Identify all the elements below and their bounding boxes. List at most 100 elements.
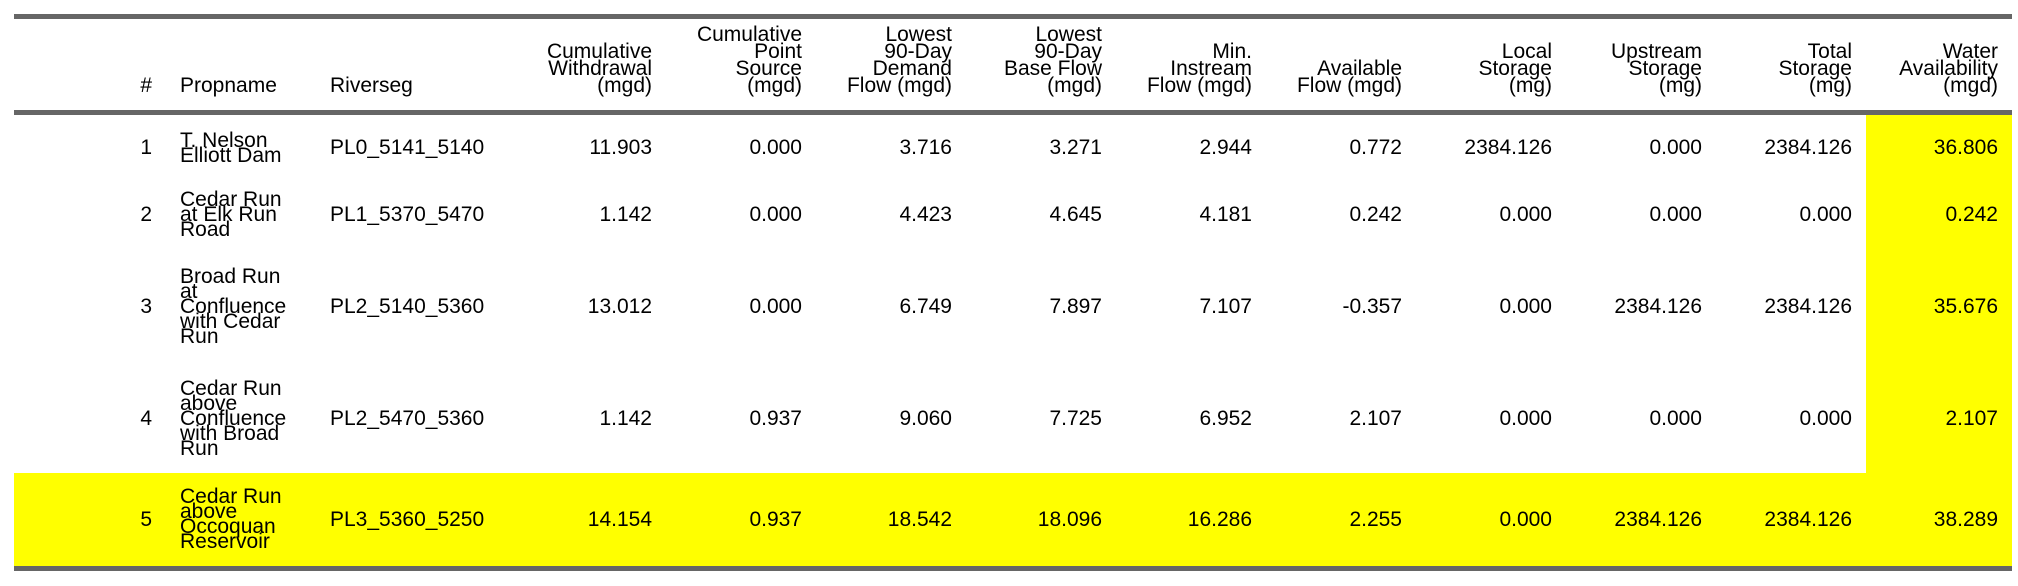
cum-point-source-cell: 0.000 <box>749 136 802 160</box>
water-availability-cell: 38.289 <box>1866 472 2012 571</box>
cum-withdrawal-cell: 11.903 <box>589 136 652 160</box>
propname-line: Occoquan <box>180 515 276 539</box>
lowest-demand-cell: 18.542 <box>816 472 966 571</box>
upstream-storage-cell: 2384.126 <box>1566 472 1716 571</box>
total-storage-cell: 0.000 <box>1799 203 1852 226</box>
table-row: 3 Broad Run at Confluence with Cedar Run PL2_5… <box>14 248 2012 365</box>
propname-line: Run <box>180 325 219 348</box>
column-header-line: (mgd) <box>1047 74 1102 97</box>
column-header-line: Storage <box>1778 57 1852 80</box>
column-header-line: Withdrawal <box>548 57 652 80</box>
column-header-propname: Propname <box>166 14 316 115</box>
cum-point-source-cell: 0.000 <box>749 295 802 318</box>
total-storage-cell: 2384.126 <box>1764 136 1852 160</box>
column-header-line: Water <box>1942 40 1998 63</box>
min-instream-cell: 6.952 <box>1199 407 1252 430</box>
row-number: 4 <box>140 407 152 430</box>
available-flow-cell: 0.242 <box>1349 203 1402 226</box>
lowest-demand-cell: 4.423 <box>899 203 952 226</box>
column-header-line: Instream <box>1170 57 1252 80</box>
cum-point-source-cell: 0.937 <box>666 472 816 571</box>
upstream-storage-cell: 2384.126 <box>1614 295 1702 318</box>
column-header-line: 90-Day <box>1034 40 1102 63</box>
lowest-base-cell: 4.645 <box>1049 203 1102 226</box>
column-header-line: Lowest <box>1035 23 1102 46</box>
column-header-line: Flow (mgd) <box>846 74 952 97</box>
total-storage-cell: 2384.126 <box>1716 472 1866 571</box>
riverseg-cell: PL2_5140_5360 <box>330 295 485 318</box>
column-header-local-storage: Local Storage (mg) <box>1416 14 1566 115</box>
lowest-base-cell: 18.096 <box>966 472 1116 571</box>
column-header-line: Local <box>1501 40 1552 63</box>
column-header-line: Base Flow <box>1003 57 1102 80</box>
min-instream-cell: 7.107 <box>1199 295 1252 318</box>
column-header-line: (mgd) <box>747 74 802 97</box>
propname-line: Cedar Run <box>180 188 282 211</box>
water-availability-cell: 36.806 <box>1866 112 2012 181</box>
header-row: # Propname Riverseg Cumulative Withdrawal (mg… <box>14 14 2012 115</box>
column-header-lowest-base: Lowest 90-Day Base Flow (mgd) <box>966 14 1116 115</box>
lowest-base-cell: 7.897 <box>1049 295 1102 318</box>
column-header-line: Total <box>1807 40 1852 63</box>
total-storage-cell: 0.000 <box>1799 407 1852 430</box>
column-header-line: Flow (mgd) <box>1146 74 1252 97</box>
water-availability-cell: 0.242 <box>1866 180 2012 249</box>
column-header-line: (mgd) <box>1943 74 1998 97</box>
column-header-upstream-storage: Upstream Storage (mg) <box>1566 14 1716 115</box>
table-row: 2 Cedar Run at Elk Run Road PL1_5370_5470 1.1… <box>14 180 2012 249</box>
column-header-line: (mg) <box>1658 74 1702 97</box>
min-instream-cell: 16.286 <box>1116 472 1266 571</box>
cum-point-source-cell: 0.937 <box>749 407 802 430</box>
column-header-min-instream: Min. Instream Flow (mgd) <box>1116 14 1266 115</box>
propname-line: Confluence <box>180 295 287 318</box>
propname-line: above <box>180 500 238 524</box>
column-header-line: Riverseg <box>330 74 413 97</box>
available-flow-cell: 0.772 <box>1349 136 1402 160</box>
cum-point-source-cell: 0.000 <box>749 203 802 226</box>
lowest-demand-cell: 6.749 <box>899 295 952 318</box>
riverseg-cell: PL0_5141_5140 <box>330 136 485 160</box>
column-header-line: Availability <box>1899 57 1998 80</box>
column-header-line: Lowest <box>885 23 952 46</box>
column-header-line: Flow (mgd) <box>1296 74 1402 97</box>
available-flow-cell: -0.357 <box>1342 295 1402 318</box>
table-row: 1 T. Nelson Elliott Dam PL0_5141_5140 11.903… <box>14 112 2012 181</box>
water-availability-cell: 35.676 <box>1866 248 2012 365</box>
propname-line: T. Nelson <box>180 128 268 152</box>
column-header-cum-point-source: Cumulative Point Source (mgd) <box>666 14 816 115</box>
cum-withdrawal-cell: 13.012 <box>587 295 652 318</box>
table-row: 5 Cedar Run above Occoquan Reservoir PL3_5360… <box>14 472 2012 571</box>
column-header-line: (mgd) <box>597 74 652 97</box>
column-header-line: Demand <box>872 57 952 80</box>
propname-line: Elliott Dam <box>180 143 282 167</box>
column-header-line: Storage <box>1478 57 1552 80</box>
column-header-line: Upstream <box>1610 40 1702 63</box>
local-storage-cell: 2384.126 <box>1464 136 1552 160</box>
column-header-line: Propname <box>180 74 277 97</box>
local-storage-cell: 0.000 <box>1499 203 1552 226</box>
min-instream-cell: 4.181 <box>1199 203 1252 226</box>
propname-cell: Cedar Run above Confluence with Broad Run <box>166 365 316 473</box>
column-header-available-flow: Available Flow (mgd) <box>1266 14 1416 115</box>
water-availability-table: # Propname Riverseg Cumulative Withdrawal (mg… <box>14 14 2012 571</box>
local-storage-cell: 0.000 <box>1499 407 1552 430</box>
table-header: # Propname Riverseg Cumulative Withdrawal (mg… <box>14 14 2012 115</box>
table-row: 4 Cedar Run above Confluence with Broad Run PL… <box>14 364 2012 473</box>
column-header-riverseg: Riverseg <box>316 14 516 115</box>
propname-line: Cedar Run <box>180 377 282 400</box>
propname-line: Cedar Run <box>180 485 282 509</box>
water-availability-cell: 2.107 <box>1866 364 2012 473</box>
propname-line: Road <box>180 218 231 241</box>
row-number: 3 <box>140 295 152 318</box>
local-storage-cell: 0.000 <box>1416 472 1566 571</box>
propname-line: above <box>180 392 238 415</box>
local-storage-cell: 0.000 <box>1499 295 1552 318</box>
riverseg-cell: PL1_5370_5470 <box>330 203 485 226</box>
available-flow-cell: 2.107 <box>1349 407 1402 430</box>
cum-withdrawal-cell: 14.154 <box>516 472 666 571</box>
table-body: 1 T. Nelson Elliott Dam PL0_5141_5140 11.903… <box>14 112 2012 571</box>
row-number: 2 <box>140 203 152 226</box>
column-header-line: 90-Day <box>884 40 952 63</box>
propname-line: Broad Run <box>180 265 281 288</box>
column-header-line: (mg) <box>1808 74 1852 97</box>
